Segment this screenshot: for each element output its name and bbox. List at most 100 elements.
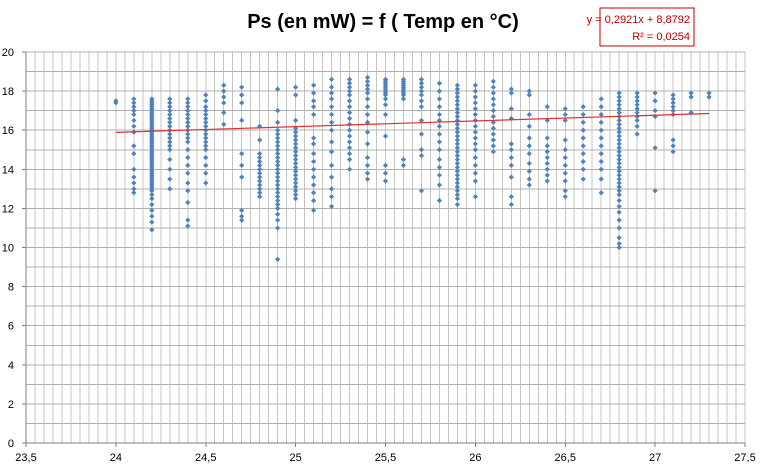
data-point xyxy=(364,82,371,88)
data-point xyxy=(167,166,173,172)
data-point xyxy=(275,86,281,92)
x-tick-label: 25,5 xyxy=(375,452,396,464)
data-point xyxy=(670,92,676,98)
data-point xyxy=(490,90,496,96)
data-point xyxy=(508,90,514,96)
data-point xyxy=(454,168,460,174)
data-point xyxy=(508,201,514,208)
data-point xyxy=(400,162,407,168)
data-point xyxy=(382,111,389,118)
data-point xyxy=(418,84,425,90)
data-point xyxy=(131,143,137,149)
data-point xyxy=(167,108,173,114)
data-point xyxy=(490,102,496,108)
equation-box-border xyxy=(599,7,695,47)
data-point xyxy=(454,110,460,116)
x-tick-label: 27 xyxy=(649,452,661,464)
data-point xyxy=(185,115,191,122)
data-point xyxy=(580,143,586,149)
data-point xyxy=(454,153,460,159)
data-point xyxy=(508,194,514,200)
data-point xyxy=(490,113,496,120)
data-point xyxy=(149,227,155,233)
data-point xyxy=(382,162,389,168)
data-point xyxy=(436,172,443,178)
data-point xyxy=(311,158,317,165)
data-point xyxy=(346,145,353,151)
data-point xyxy=(293,153,299,159)
data-point xyxy=(275,217,281,223)
data-point xyxy=(472,147,478,153)
data-point xyxy=(293,92,299,98)
data-point xyxy=(293,141,299,147)
data-point xyxy=(616,188,622,194)
data-point xyxy=(257,170,263,176)
data-point xyxy=(311,151,317,157)
data-point xyxy=(221,88,227,94)
data-point xyxy=(526,151,532,157)
data-point xyxy=(580,158,586,165)
data-point xyxy=(616,125,622,131)
data-point xyxy=(436,96,443,102)
data-point xyxy=(472,100,478,106)
data-point xyxy=(239,100,245,106)
data-point xyxy=(185,188,191,194)
data-point xyxy=(706,94,712,100)
data-point xyxy=(328,90,335,96)
data-point xyxy=(544,143,550,149)
data-point xyxy=(418,80,425,86)
data-point xyxy=(293,196,299,202)
data-point xyxy=(400,92,407,98)
data-point xyxy=(616,137,622,143)
data-point xyxy=(364,90,371,96)
data-point xyxy=(185,111,191,118)
data-point xyxy=(275,166,281,172)
data-point xyxy=(131,104,137,110)
data-point xyxy=(382,92,389,98)
data-point xyxy=(526,123,532,129)
data-point xyxy=(418,131,425,137)
data-point xyxy=(203,147,209,153)
data-point xyxy=(562,137,568,143)
data-point xyxy=(346,110,353,116)
data-point xyxy=(418,188,425,194)
data-point xyxy=(257,194,263,200)
data-point xyxy=(167,131,173,137)
data-point xyxy=(454,164,460,170)
data-point xyxy=(346,98,353,104)
data-point xyxy=(436,156,443,163)
data-point xyxy=(293,180,299,186)
data-point xyxy=(275,127,281,133)
data-point xyxy=(580,104,586,110)
data-point xyxy=(364,170,371,176)
data-point xyxy=(508,86,514,92)
data-point xyxy=(454,125,460,131)
data-point xyxy=(221,110,227,116)
data-point xyxy=(472,94,478,100)
data-point xyxy=(598,96,604,102)
data-point xyxy=(167,139,173,145)
data-point xyxy=(364,141,371,147)
data-point xyxy=(382,102,389,108)
data-point xyxy=(454,137,460,143)
data-point xyxy=(436,104,443,110)
data-point xyxy=(131,100,137,106)
data-point xyxy=(167,111,173,118)
data-point xyxy=(275,256,281,262)
data-point xyxy=(203,139,209,145)
data-point xyxy=(328,104,335,110)
data-point xyxy=(454,117,460,124)
data-point xyxy=(472,170,478,176)
data-point xyxy=(293,117,299,124)
data-point xyxy=(275,119,281,125)
data-point xyxy=(257,178,263,184)
data-point xyxy=(418,104,425,110)
data-point xyxy=(149,196,155,202)
data-point xyxy=(616,235,622,241)
data-point xyxy=(185,96,191,102)
data-point xyxy=(293,156,299,163)
data-point xyxy=(634,106,640,112)
y-tick-label: 10 xyxy=(2,243,14,255)
data-point xyxy=(472,141,478,147)
